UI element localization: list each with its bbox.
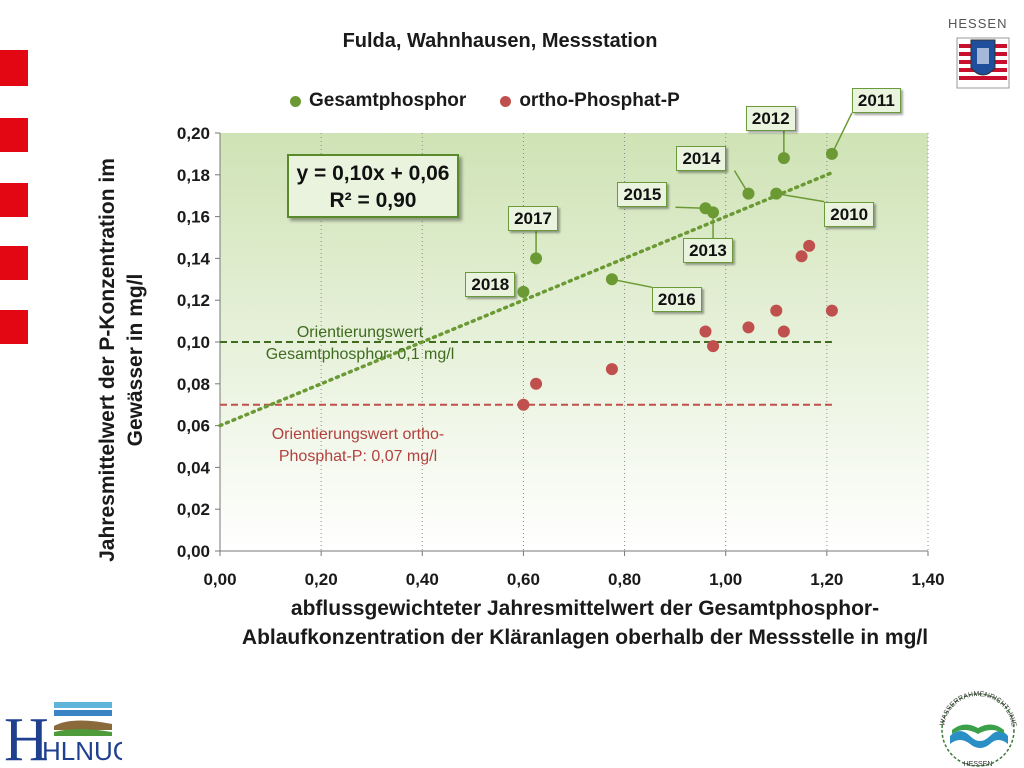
- year-label: 2014: [676, 145, 727, 171]
- data-point-ortho: [517, 398, 530, 411]
- hlnug-logo-icon: H HLNUG: [4, 702, 122, 764]
- year-label: 2012: [745, 106, 796, 132]
- data-point-ortho: [530, 377, 543, 390]
- data-point-ortho: [699, 325, 712, 338]
- year-leader-line: [733, 170, 750, 194]
- svg-text:H: H: [4, 706, 49, 764]
- hessen-coat-of-arms-icon: [956, 37, 1010, 89]
- hlnug-logo-text: HLNUG: [42, 736, 122, 764]
- legend-label-ortho: ortho-Phosphat-P: [519, 90, 680, 111]
- legend: Gesamtphosphor ortho-Phosphat-P: [290, 90, 680, 112]
- year-leader-line: [675, 206, 706, 209]
- side-bar-2: [0, 118, 28, 152]
- trendline: [218, 170, 834, 428]
- side-bar-3: [0, 183, 28, 217]
- data-point-ortho: [803, 239, 816, 252]
- year-leader-line: [611, 278, 653, 289]
- x-tick-label: 0,80: [608, 570, 641, 589]
- legend-marker-ortho: [500, 95, 512, 107]
- data-point-ortho: [770, 304, 783, 317]
- y-axis-title: Jahresmittelwert der P-Konzentration im …: [72, 140, 172, 580]
- data-point-ortho: [825, 304, 838, 317]
- x-tick-label: 0,60: [507, 570, 540, 589]
- y-tick-label: 0,02: [177, 500, 210, 519]
- y-tick-label: 0,12: [177, 291, 210, 310]
- year-label: 2015: [617, 182, 668, 208]
- chart-title: Fulda, Wahnhausen, Messstation: [342, 30, 658, 52]
- x-tick-label: 0,00: [203, 570, 236, 589]
- legend-item-ortho: ortho-Phosphat-P: [500, 90, 680, 112]
- year-label: 2011: [851, 87, 901, 113]
- r-squared: R² = 0,90: [329, 189, 417, 212]
- x-tick-label: 1,40: [911, 570, 944, 589]
- data-point-gesamt: [517, 285, 530, 298]
- year-leader-line: [776, 192, 825, 203]
- year-label: 2010: [824, 201, 875, 227]
- data-point-ortho: [742, 321, 755, 334]
- year-label: 2013: [683, 238, 733, 264]
- legend-label-gesamt: Gesamtphosphor: [309, 90, 467, 111]
- x-tick-label: 0,40: [406, 570, 439, 589]
- y-axis-title-text: Jahresmittelwert der P-Konzentration im …: [96, 158, 147, 562]
- data-point-ortho: [707, 340, 720, 353]
- side-bar-1: [0, 50, 28, 86]
- reference-label-ortho: Orientierungswert ortho-Phosphat-P: 0,07…: [271, 426, 445, 465]
- y-tick-label: 0,10: [177, 333, 210, 352]
- wrrl-logo-icon: WASSERRAHMENRICHTLINIE HESSEN: [939, 691, 1017, 768]
- regression-equation-box: y = 0,10x + 0,06 R² = 0,90: [287, 154, 459, 218]
- reference-label-gesamt: Orientierungswert Gesamtphosphor: 0,1 mg…: [265, 324, 455, 363]
- y-tick-label: 0,08: [177, 375, 210, 394]
- x-tick-label: 1,20: [810, 570, 843, 589]
- y-tick-label: 0,14: [177, 249, 211, 268]
- side-bar-5: [0, 310, 28, 344]
- x-axis-title: abflussgewichteter Jahresmittelwert der …: [241, 597, 929, 649]
- year-label: 2018: [465, 271, 516, 297]
- y-tick-label: 0,20: [177, 124, 210, 143]
- wrrl-logo-bottom-text: HESSEN: [964, 761, 993, 768]
- legend-item-gesamt: Gesamtphosphor: [290, 90, 466, 112]
- year-label: 2017: [508, 206, 558, 232]
- y-tick-label: 0,16: [177, 208, 210, 227]
- y-tick-label: 0,18: [177, 166, 210, 185]
- y-tick-label: 0,04: [177, 458, 211, 477]
- x-tick-label: 1,00: [709, 570, 742, 589]
- year-leader-line: [831, 112, 853, 155]
- y-tick-label: 0,00: [177, 542, 210, 561]
- data-point-ortho: [777, 325, 790, 338]
- data-point-ortho: [605, 363, 618, 376]
- regression-equation: y = 0,10x + 0,06: [296, 162, 450, 185]
- side-bar-4: [0, 246, 28, 280]
- year-label: 2016: [651, 287, 702, 313]
- data-point-ortho: [795, 250, 808, 263]
- x-tick-label: 0,20: [305, 570, 338, 589]
- hessen-label: HESSEN: [948, 16, 1008, 31]
- y-tick-label: 0,06: [177, 417, 210, 436]
- legend-marker-gesamt: [290, 95, 301, 107]
